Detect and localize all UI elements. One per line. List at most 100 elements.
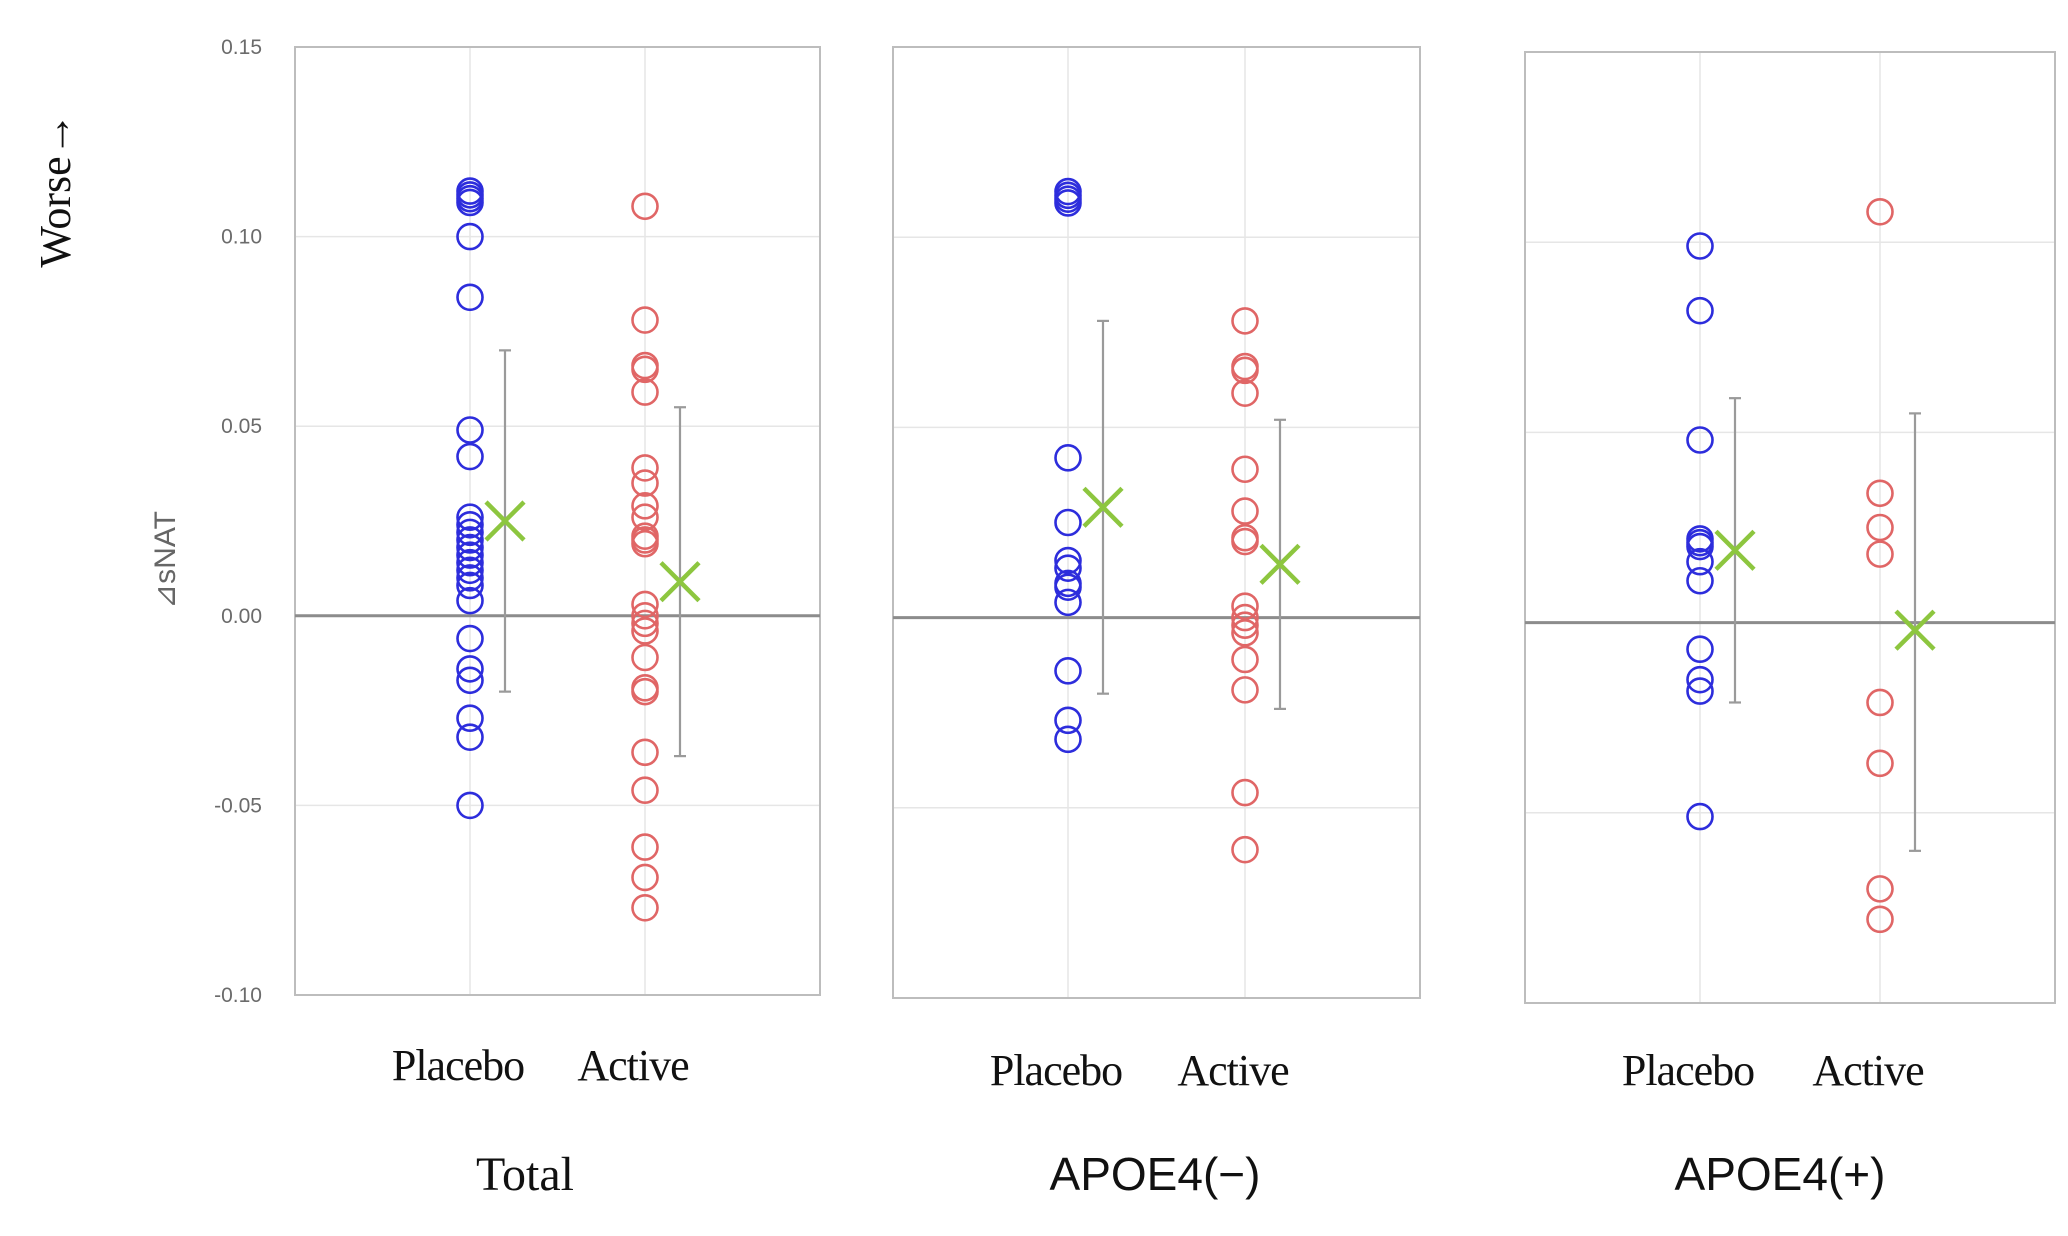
panel-1-title: Total [476,1148,574,1201]
panel-2-placebo-point [1054,706,1082,735]
panel-3-placebo-point [1686,635,1714,664]
panel-2-placebo-point [1054,546,1082,575]
panel-2-placebo-point [1054,725,1082,754]
panel-3-placebo-point [1686,802,1714,831]
y-tick-label: 0.10 [221,226,262,249]
panel-2-group-label: Placebo [990,1046,1122,1095]
panel-1-placebo-point [456,518,484,547]
panel-3-active-point [1866,905,1894,934]
panel-2-placebo-point [1054,444,1082,472]
panel-1-placebo-point [456,283,484,312]
panel-2-active-point [1231,527,1259,556]
panel-3-placebo-point [1686,677,1714,705]
chart-text: Worse→ ⊿sNAT 0.15 0.10 0.05 0.00 -0.05 -0.10 P… [31,36,1925,1201]
panel-1-active-point [631,776,659,805]
panel-2-placebo-point [1054,573,1082,601]
y-tick-label: 0.15 [221,36,262,59]
panel-1-active-point [631,529,659,558]
chart-background [294,46,2056,1004]
panel-2-active-point [1231,778,1259,807]
panel-2-placebo-point [1054,189,1082,217]
panel-2-active-mean-marker [1259,543,1301,585]
panel-2-active-point [1231,356,1259,385]
panel-1-placebo-point [456,510,484,539]
panel-2-active-point [1231,307,1259,335]
panel-3-active-point [1866,479,1894,508]
y-tick-label: -0.05 [214,794,262,817]
panel-2-group-label: Active [1177,1046,1288,1095]
panel-2-placebo-point [1054,588,1082,617]
panel-1-placebo-point [456,791,484,820]
panel-2-active-point [1231,497,1259,525]
panel-1-group-label: Placebo [392,1041,524,1090]
panel-1-placebo-point [456,586,484,615]
panel-1-placebo-point [456,564,484,592]
panel-3-group-label: Active [1812,1046,1923,1095]
panel-1-placebo-point [456,222,484,251]
panel-1-placebo-point [456,503,484,532]
panel-1-active-point [631,833,659,861]
panel-2-placebo-point [1054,657,1082,685]
panel-3-frame [1524,51,2056,1004]
panel-1-active-point [631,893,659,922]
y-tick-label: -0.10 [214,984,262,1007]
panel-1-active-point [631,609,659,638]
panel-2-active-point [1231,619,1259,647]
panel-2-active-point [1231,592,1259,620]
panel-1-placebo-point [456,666,484,695]
panel-2-active-point [1231,835,1259,864]
panel-1-active-point [631,643,659,672]
panel-2-placebo-point [1054,508,1082,537]
chart-marks [456,177,1936,934]
y-tick-label: 0.05 [221,415,262,438]
panel-3-placebo-point [1686,566,1714,595]
panel-3-active-point [1866,540,1894,568]
panel-1-active-point [631,617,659,645]
panel-1-placebo-point [456,548,484,577]
panel-1-active-point [631,454,659,482]
panel-1-placebo-point [456,188,484,217]
panel-3-active-mean-marker [1894,609,1936,651]
panel-1-active-point [631,492,659,520]
panel-3-placebo-point [1686,426,1714,454]
panel-3-active-point [1866,749,1894,778]
panel-1-active-point [631,601,659,630]
panel-1-placebo-point [456,533,484,562]
panel-1-placebo-point [456,541,484,569]
panel-1-active-point [631,738,659,767]
panel-2-placebo-point [1054,554,1082,582]
panel-1-group-label: Active [577,1041,688,1090]
panel-1-active-point [631,503,659,532]
panel-1-active-point [631,469,659,497]
panel-2-active-point [1231,676,1259,704]
panel-1-active-point [631,355,659,384]
panel-1-active-mean-marker [659,561,701,603]
panel-3-placebo-mean-marker [1714,529,1756,571]
panel-3-placebo-point [1686,532,1714,561]
panel-3-group-label: Placebo [1622,1046,1754,1095]
y-axis-label: ⊿sNAT [149,511,182,609]
panel-3-placebo-point [1686,296,1714,325]
panel-1-active-point [631,677,659,706]
panel-1-active-point [631,590,659,619]
panel-1-active-point [631,378,659,406]
panel-3-placebo-point [1686,547,1714,576]
panel-2-active-point [1231,455,1259,484]
panel-3-active-point [1866,688,1894,717]
panel-1-active-point [631,192,659,221]
panel-2-active-point [1231,611,1259,640]
panel-3-active-point [1866,513,1894,542]
panel-1-active-point [631,306,659,334]
panel-2-active-point [1231,379,1259,407]
panel-1-active-point [631,863,659,892]
panel-3-active-point [1866,875,1894,903]
panel-3-placebo-point [1686,665,1714,694]
panel-3-active-point [1866,197,1894,226]
panel-2-active-point [1231,645,1259,674]
panel-1-placebo-point [456,442,484,471]
panel-2-active-point [1231,603,1259,632]
panel-1-placebo-point [456,416,484,444]
y-tick-label: 0.00 [221,605,262,628]
panel-1-placebo-point [456,655,484,683]
